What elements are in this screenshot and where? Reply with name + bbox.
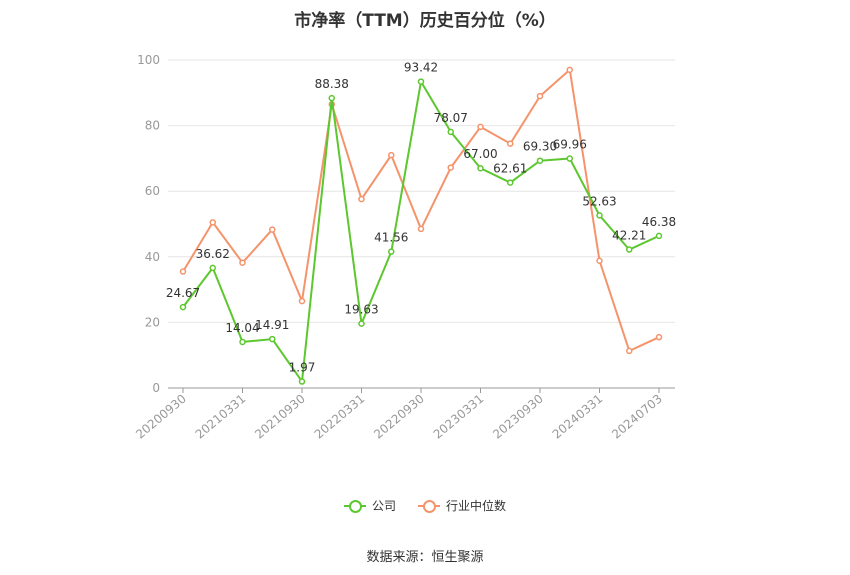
point-industry-median-20230331 bbox=[477, 123, 484, 131]
point-industry-median-20220930 bbox=[417, 225, 425, 233]
data-label-20240630: 42.21 bbox=[612, 229, 646, 243]
series-layer bbox=[179, 66, 663, 385]
point-industry-median-20230930 bbox=[536, 92, 544, 100]
point-company-20210331 bbox=[239, 338, 246, 346]
point-industry-median-20201231 bbox=[209, 219, 216, 226]
y-tick-label-40: 40 bbox=[145, 250, 160, 264]
y-tick-label-80: 80 bbox=[145, 119, 160, 133]
point-company-20220630 bbox=[388, 248, 395, 255]
point-company-20230630 bbox=[507, 179, 514, 186]
data-label-20210630: 14.91 bbox=[255, 318, 289, 332]
grid-layer bbox=[168, 59, 675, 323]
point-company-20220331 bbox=[358, 320, 365, 327]
point-industry-median-20230630 bbox=[507, 140, 514, 147]
point-company-20210630 bbox=[269, 335, 276, 343]
point-company-20211231 bbox=[328, 94, 335, 102]
data-label-20210331: 14.04 bbox=[225, 321, 259, 335]
data-label-20211231: 88.38 bbox=[315, 77, 349, 91]
x-tick-label-20220331: 20220331 bbox=[312, 392, 368, 442]
point-company-20230930 bbox=[536, 157, 544, 164]
point-industry-median-20231231 bbox=[566, 66, 573, 74]
data-label-20230331: 67.00 bbox=[463, 147, 497, 161]
point-industry-median-20210331 bbox=[239, 259, 246, 266]
point-industry-median-20210630 bbox=[269, 226, 276, 233]
point-industry-median-20210930 bbox=[298, 297, 306, 305]
legend-label-industry-median: 行业中位数 bbox=[446, 499, 507, 513]
data-label-20240331: 52.63 bbox=[582, 194, 616, 208]
data-label-20240703: 46.38 bbox=[642, 215, 676, 229]
point-industry-median-20240703 bbox=[655, 333, 663, 341]
point-company-20221231 bbox=[447, 128, 454, 136]
y-tick-label-60: 60 bbox=[145, 184, 160, 198]
x-tick-label-20240703: 20240703 bbox=[609, 392, 665, 442]
point-company-20240703 bbox=[655, 232, 663, 240]
x-tick-label-20230331: 20230331 bbox=[431, 392, 487, 442]
legend-marker-industry-median bbox=[418, 499, 440, 513]
data-label-20220331: 19.63 bbox=[344, 303, 378, 317]
data-label-20200930: 24.67 bbox=[166, 286, 200, 300]
data-label-20230930: 69.30 bbox=[523, 140, 557, 154]
data-label-20210930: 1.97 bbox=[289, 361, 316, 375]
point-company-20220930 bbox=[417, 78, 425, 85]
point-company-20240331 bbox=[596, 212, 603, 219]
source-note: 数据来源：恒生聚源 bbox=[366, 550, 484, 565]
x-tick-label-20210930: 20210930 bbox=[252, 392, 308, 442]
data-label-20220930: 93.42 bbox=[404, 61, 438, 75]
legend-item-industry-median[interactable]: 行业中位数 bbox=[418, 497, 506, 514]
data-label-20220630: 41.56 bbox=[374, 231, 408, 245]
point-industry-median-20240331 bbox=[596, 257, 603, 264]
data-label-20221231: 78.07 bbox=[434, 111, 468, 125]
data-label-20201231: 36.62 bbox=[196, 247, 230, 261]
point-industry-median-20200930 bbox=[179, 268, 187, 275]
series-line-industry-median bbox=[182, 68, 660, 352]
legend: 公司 行业中位数 bbox=[0, 497, 850, 514]
point-industry-median-20240630 bbox=[626, 347, 633, 355]
legend-item-company[interactable]: 公司 bbox=[343, 497, 396, 514]
data-label-20231231: 69.96 bbox=[553, 138, 587, 152]
legend-label-company: 公司 bbox=[371, 499, 396, 513]
y-tick-label-0: 0 bbox=[152, 381, 160, 395]
point-company-20240630 bbox=[626, 246, 633, 253]
x-tick-label-20230930: 20230930 bbox=[490, 392, 546, 442]
x-tick-label-20240331: 20240331 bbox=[550, 392, 606, 442]
point-industry-median-20220630 bbox=[388, 151, 395, 159]
chart-title: 市净率（TTM）历史百分位（%） bbox=[294, 11, 556, 31]
y-tick-label-100: 100 bbox=[137, 53, 160, 67]
x-tick-label-20220930: 20220930 bbox=[371, 392, 427, 442]
x-tick-label-20200930: 20200930 bbox=[133, 392, 189, 442]
point-company-20201231 bbox=[209, 264, 216, 272]
legend-marker-company bbox=[343, 499, 366, 513]
point-company-20200930 bbox=[179, 303, 187, 311]
point-company-20210930 bbox=[298, 378, 306, 385]
point-company-20231231 bbox=[566, 155, 573, 162]
x-tick-label-20210331: 20210331 bbox=[193, 392, 249, 442]
point-industry-median-20220331 bbox=[358, 195, 365, 203]
point-industry-median-20221231 bbox=[447, 164, 454, 171]
data-label-20230630: 62.61 bbox=[493, 162, 527, 176]
point-company-20230331 bbox=[477, 164, 484, 172]
y-tick-label-20: 20 bbox=[145, 315, 160, 329]
